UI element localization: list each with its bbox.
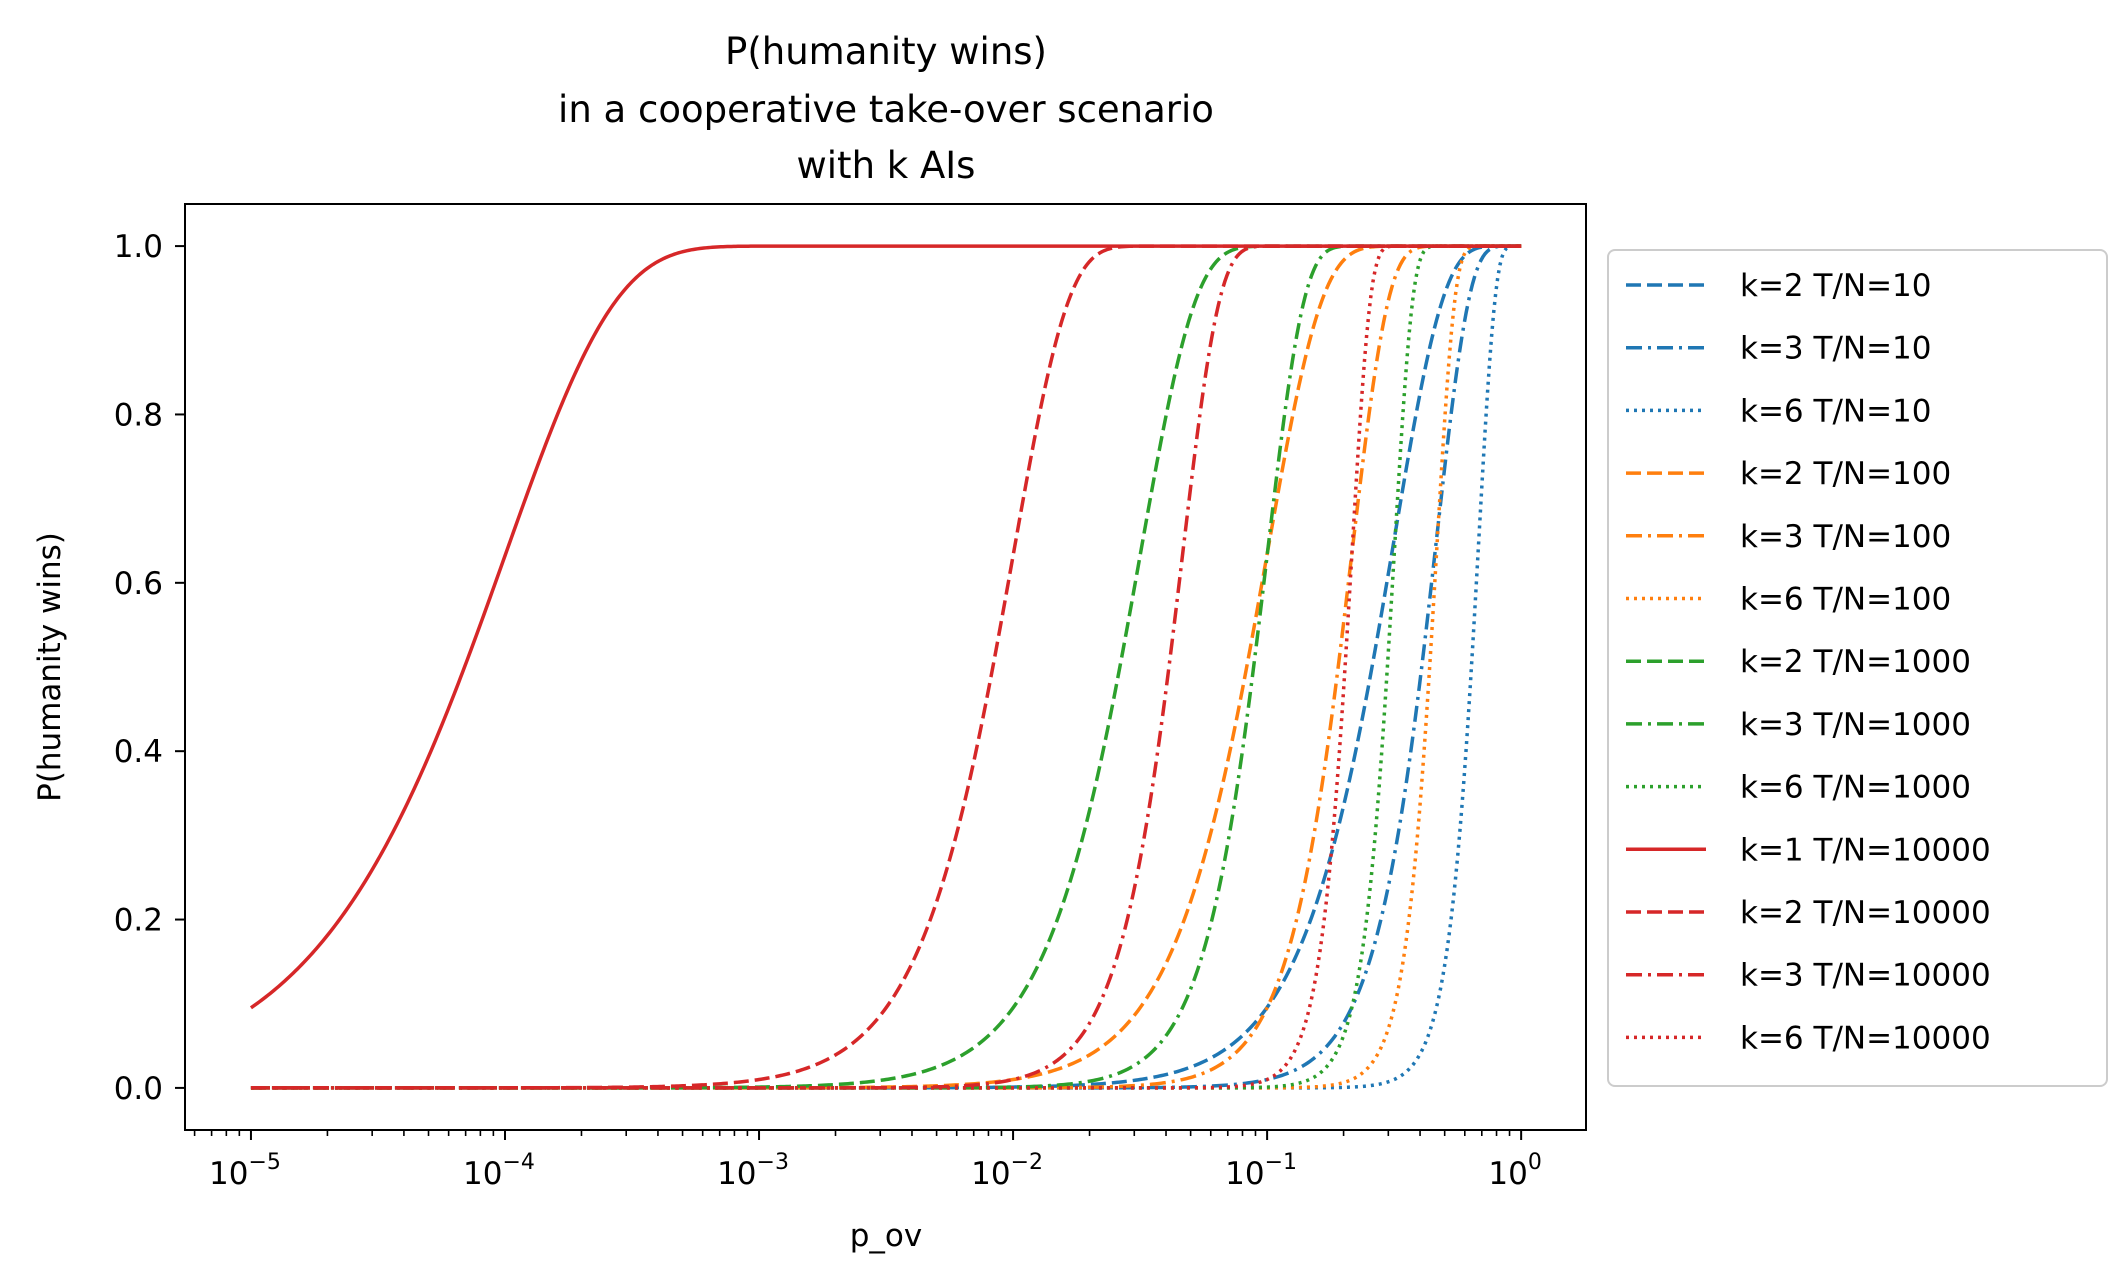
x-tick-label-4: 10−1 <box>1225 1150 1297 1192</box>
y-axis: 0.0 0.2 0.4 0.6 0.8 1.0 <box>114 229 185 1107</box>
x-axis-label: p_ov <box>850 1218 923 1254</box>
legend-label-4: k=3 T/N=100 <box>1740 519 1951 555</box>
x-tick-exponent-4: −1 <box>1265 1150 1297 1175</box>
legend-label-7: k=3 T/N=1000 <box>1740 707 1971 743</box>
legend-label-11: k=3 T/N=10000 <box>1740 958 1991 994</box>
y-tick-label-2: 0.4 <box>114 734 163 770</box>
x-tick-exponent-3: −2 <box>1011 1150 1043 1175</box>
x-tick-exponent-2: −3 <box>757 1150 789 1175</box>
legend-box <box>1607 249 2108 1087</box>
series-line-11 <box>250 244 1522 1090</box>
legend-label-0: k=2 T/N=10 <box>1740 268 1932 304</box>
x-tick-exponent-5: 0 <box>1528 1150 1542 1175</box>
legend-label-1: k=3 T/N=10 <box>1740 331 1932 367</box>
legend-label-9: k=1 T/N=10000 <box>1740 832 1991 868</box>
plot-frame <box>184 203 1587 1131</box>
title-line-1: P(humanity wins) <box>725 30 1047 73</box>
y-tick-label-1: 0.2 <box>114 903 163 939</box>
y-tick-label-0: 0.0 <box>114 1071 163 1107</box>
y-tick-label-5: 1.0 <box>114 229 163 265</box>
legend-label-12: k=6 T/N=10000 <box>1740 1020 1991 1056</box>
legend-label-10: k=2 T/N=10000 <box>1740 895 1991 931</box>
legend-label-2: k=6 T/N=10 <box>1740 393 1932 429</box>
x-tick-label-3: 10−2 <box>971 1150 1043 1192</box>
x-tick-exponent-1: −4 <box>503 1150 535 1175</box>
y-axis-label: P(humanity wins) <box>32 532 68 802</box>
legend-label-3: k=2 T/N=100 <box>1740 456 1951 492</box>
series-layer <box>249 244 1522 1090</box>
y-tick-label-4: 0.8 <box>114 397 163 433</box>
legend-label-5: k=6 T/N=100 <box>1740 582 1951 618</box>
title-line-2: in a cooperative take-over scenario <box>558 88 1214 131</box>
legend-label-8: k=6 T/N=1000 <box>1740 770 1971 806</box>
y-tick-label-3: 0.6 <box>114 566 163 602</box>
chart-title: P(humanity wins) in a cooperative take-o… <box>558 30 1214 187</box>
series-line-5 <box>250 244 1522 1090</box>
title-line-3: with k AIs <box>797 144 976 187</box>
legend-entries: k=2 T/N=10 k=3 T/N=10 k=6 T/N=10 k=2 T/N=10… <box>1626 268 1991 1056</box>
x-tick-exponent-0: −5 <box>248 1150 280 1175</box>
legend-label-6: k=2 T/N=1000 <box>1740 644 1971 680</box>
legend: k=2 T/N=10 k=3 T/N=10 k=6 T/N=10 k=2 T/N=10… <box>1607 249 2108 1087</box>
